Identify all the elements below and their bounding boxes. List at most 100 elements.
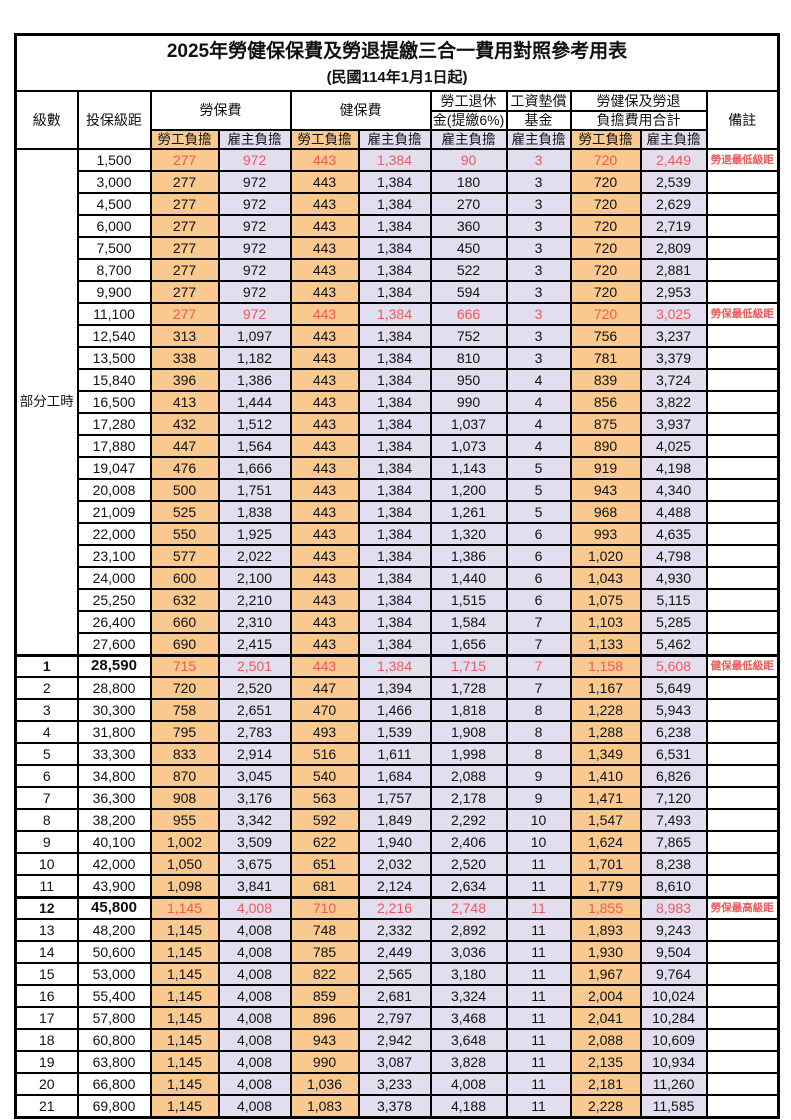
labor-employer-cell: 972	[217, 170, 292, 194]
pension-cell: 4,188	[429, 1094, 508, 1118]
labor-employer-cell: 2,520	[217, 676, 292, 700]
remark-cell	[705, 368, 780, 392]
pension-cell: 3,828	[429, 1050, 508, 1074]
labor-employer-cell: 4,008	[217, 1094, 292, 1118]
labor-worker-cell: 447	[149, 434, 220, 458]
health-employer-cell: 3,233	[357, 1072, 432, 1096]
fund-cell: 11	[505, 874, 572, 898]
total-employer-cell: 5,462	[639, 632, 708, 656]
bracket-cell: 25,250	[76, 588, 152, 612]
health-employer-cell: 1,384	[357, 500, 432, 524]
health-worker-cell: 681	[289, 874, 360, 898]
labor-employer-cell: 2,022	[217, 544, 292, 568]
health-worker-cell: 443	[289, 170, 360, 194]
level-cell: 1	[14, 653, 79, 678]
table-row: 4 31,800 795 2,783 493 1,539 1,908 8 1,288 6,238	[14, 720, 780, 744]
total-employer-cell: 2,539	[639, 170, 708, 194]
health-employer-cell: 2,449	[357, 940, 432, 964]
bracket-cell: 30,300	[76, 698, 152, 722]
pension-cell: 2,892	[429, 918, 508, 942]
total-worker-cell: 1,855	[569, 895, 642, 920]
col-header-total-line1: 勞健保及勞退	[569, 90, 708, 112]
health-worker-cell: 443	[289, 434, 360, 458]
health-employer-cell: 1,611	[357, 742, 432, 766]
labor-worker-cell: 720	[149, 676, 220, 700]
fund-cell: 3	[505, 346, 572, 370]
labor-worker-cell: 870	[149, 764, 220, 788]
health-employer-cell: 2,332	[357, 918, 432, 942]
bracket-cell: 20,008	[76, 478, 152, 502]
level-cell: 12	[14, 895, 79, 920]
level-cell: 7	[14, 786, 79, 810]
total-employer-cell: 6,826	[639, 764, 708, 788]
remark-cell	[705, 720, 780, 744]
bracket-cell: 3,000	[76, 170, 152, 194]
total-worker-cell: 1,075	[569, 588, 642, 612]
health-employer-cell: 1,384	[357, 566, 432, 590]
pension-cell: 3,324	[429, 984, 508, 1008]
health-employer-cell: 1,384	[357, 192, 432, 216]
remark-cell	[705, 852, 780, 876]
labor-worker-cell: 660	[149, 610, 220, 634]
level-cell: 13	[14, 918, 79, 942]
bracket-cell: 27,600	[76, 632, 152, 656]
table-row: 7 36,300 908 3,176 563 1,757 2,178 9 1,471 7,120	[14, 786, 780, 810]
level-cell: 21	[14, 1094, 79, 1118]
table-row: 24,000 600 2,100 443 1,384 1,440 6 1,043 4,930	[16, 566, 780, 590]
health-worker-cell: 443	[289, 632, 360, 656]
health-worker-cell: 443	[289, 214, 360, 238]
col-header-pension-line1: 勞工退休	[429, 90, 508, 112]
table-row: 5 33,300 833 2,914 516 1,611 1,998 8 1,349 6,531	[14, 742, 780, 766]
level-cell: 19	[14, 1050, 79, 1074]
health-worker-cell: 563	[289, 786, 360, 810]
page-subtitle: (民國114年1月1日起)	[326, 69, 468, 86]
total-worker-cell: 720	[569, 170, 642, 194]
health-employer-cell: 1,384	[357, 170, 432, 194]
subheader-labor-employer: 雇主負擔	[217, 129, 292, 150]
labor-employer-cell: 2,651	[217, 698, 292, 722]
subheader-total-employer: 雇主負擔	[639, 129, 708, 150]
table-body: 部分工時 1,500 277 972 443 1,384 90 3 720 2,449 勞退最低級距…	[14, 148, 780, 1118]
bracket-cell: 12,540	[76, 324, 152, 348]
total-employer-cell: 5,115	[639, 588, 708, 612]
total-employer-cell: 3,724	[639, 368, 708, 392]
remark-cell	[705, 940, 780, 964]
labor-employer-cell: 4,008	[217, 1028, 292, 1052]
total-worker-cell: 1,471	[569, 786, 642, 810]
remark-cell	[705, 478, 780, 502]
labor-worker-cell: 413	[149, 390, 220, 414]
table-row: 22,000 550 1,925 443 1,384 1,320 6 993 4,635	[16, 522, 780, 546]
health-worker-cell: 990	[289, 1050, 360, 1074]
bracket-cell: 43,900	[76, 874, 152, 898]
labor-employer-cell: 2,415	[217, 632, 292, 656]
labor-employer-cell: 972	[217, 214, 292, 238]
remark-cell	[705, 1094, 780, 1118]
health-employer-cell: 1,940	[357, 830, 432, 854]
fund-cell: 7	[505, 632, 572, 656]
health-worker-cell: 493	[289, 720, 360, 744]
pension-cell: 1,143	[429, 456, 508, 480]
level-cell: 16	[14, 984, 79, 1008]
health-employer-cell: 2,216	[357, 895, 432, 920]
remark-cell	[705, 192, 780, 216]
col-header-level: 級數	[14, 90, 79, 150]
fund-cell: 6	[505, 522, 572, 546]
health-worker-cell: 896	[289, 1006, 360, 1030]
labor-employer-cell: 3,342	[217, 808, 292, 832]
table-row: 7,500 277 972 443 1,384 450 3 720 2,809	[16, 236, 780, 260]
labor-worker-cell: 1,145	[149, 962, 220, 986]
total-employer-cell: 5,943	[639, 698, 708, 722]
remark-cell	[705, 412, 780, 436]
health-worker-cell: 822	[289, 962, 360, 986]
health-employer-cell: 2,797	[357, 1006, 432, 1030]
pension-cell: 450	[429, 236, 508, 260]
bracket-cell: 23,100	[76, 544, 152, 568]
bracket-cell: 60,800	[76, 1028, 152, 1052]
labor-employer-cell: 4,008	[217, 962, 292, 986]
table-row: 16,500 413 1,444 443 1,384 990 4 856 3,822	[16, 390, 780, 414]
bracket-cell: 34,800	[76, 764, 152, 788]
bracket-cell: 4,500	[76, 192, 152, 216]
pension-cell: 3,648	[429, 1028, 508, 1052]
table-row: 4,500 277 972 443 1,384 270 3 720 2,629	[16, 192, 780, 216]
labor-employer-cell: 3,675	[217, 852, 292, 876]
